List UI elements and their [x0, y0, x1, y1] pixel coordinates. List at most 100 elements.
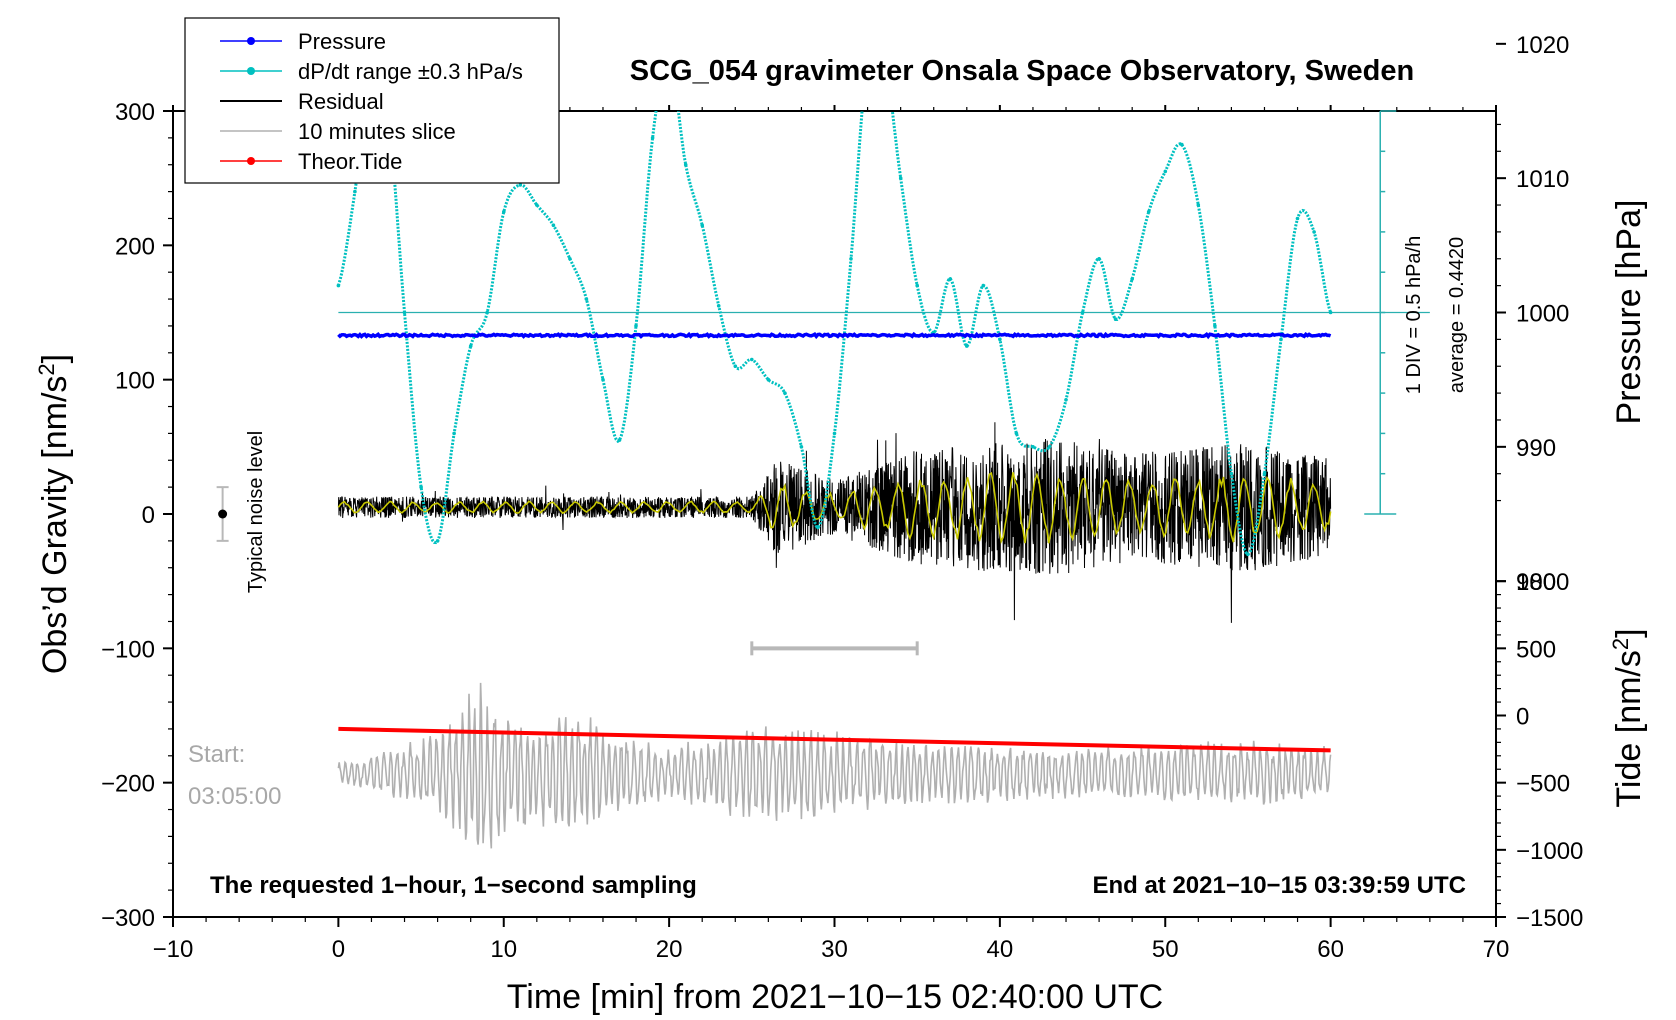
- dpdt-point: [634, 324, 638, 328]
- legend: Pressure dP/dt range ±0.3 hPa/s Residual 10…: [184, 17, 560, 184]
- dpdt-scale-bar: [338, 110, 1430, 515]
- dpdt-point: [1080, 310, 1085, 315]
- dpdt-point: [336, 283, 341, 288]
- dpdt-point: [965, 344, 969, 348]
- dpdt-point: [568, 257, 572, 261]
- dpdt-point: [617, 438, 622, 442]
- slice-line: [337, 682, 1332, 849]
- legend-label: Residual: [298, 89, 384, 114]
- x-tick-label: 10: [490, 936, 517, 963]
- dpdt-point: [981, 283, 986, 288]
- dpdt-point: [601, 377, 605, 382]
- y-tick-label: 300: [115, 99, 155, 126]
- tide-axis-label-base: Tide [nm/s: [1610, 650, 1648, 807]
- dpdt-point: [402, 310, 407, 315]
- bottom-left-note: The requested 1−hour, 1−second sampling: [210, 872, 697, 899]
- x-tick-label: 30: [821, 936, 848, 963]
- dpdt-point: [485, 310, 490, 315]
- start-time-label: 03:05:00: [188, 783, 281, 810]
- annotations-layer: [216, 486, 919, 656]
- dpdt-point: [733, 364, 738, 369]
- legend-label: Theor.Tide: [298, 149, 402, 174]
- pressure-axis-label: Pressure [hPa]: [1610, 200, 1648, 425]
- dpdt-point: [1146, 210, 1151, 214]
- y-axis-label-base: Obs’d Gravity [nm/s: [36, 376, 74, 675]
- tide-tick-label: 1000: [1516, 569, 1569, 596]
- legend-marker: [247, 67, 255, 75]
- noise-dot: [218, 509, 228, 519]
- y-axis-tide: 1000 500 0 −500 −1000 −1500: [1496, 569, 1583, 932]
- dpdt-point: [1213, 324, 1217, 328]
- tide-tick-label: 500: [1516, 636, 1556, 663]
- tide-axis-label-end: ]: [1610, 628, 1648, 637]
- x-axis: −10 0 10 20 30 40 50 60 70: [153, 105, 1510, 963]
- dpdt-point: [1130, 277, 1134, 281]
- tide-axis-label: Tide [nm/s2]: [1608, 628, 1648, 807]
- dpdt-point: [948, 277, 953, 281]
- y-axis-pressure: 1020 1010 1000 990 980: [1496, 32, 1569, 596]
- chart-title: SCG_054 gravimeter Onsala Space Observat…: [630, 55, 1414, 87]
- dpdt-point: [1180, 142, 1184, 147]
- dpdt-point: [799, 445, 804, 449]
- x-tick-label: 0: [332, 936, 345, 963]
- dpdt-point: [419, 485, 423, 489]
- y-tick-label: −300: [101, 905, 155, 932]
- dpdt-point: [1163, 169, 1168, 174]
- tide-tick-label: −1500: [1516, 905, 1583, 932]
- dpdt-point: [452, 431, 456, 436]
- dpdt-point: [1312, 230, 1316, 234]
- dpdt-point: [783, 391, 787, 395]
- dpdt-series: [336, 111, 1333, 557]
- dpdt-point: [1064, 398, 1068, 402]
- y-axis-label: Obs’d Gravity [nm/s2]: [34, 354, 74, 674]
- dpdt-point: [468, 344, 473, 348]
- legend-marker: [247, 157, 255, 165]
- pressure-tick-label: 1020: [1516, 32, 1569, 59]
- dpdt-point: [1246, 552, 1250, 557]
- bottom-right-note: End at 2021−10−15 03:39:59 UTC: [1092, 872, 1466, 899]
- dpdt-point: [650, 136, 655, 140]
- legend-label: 10 minutes slice: [298, 119, 456, 144]
- x-tick-label: 70: [1483, 936, 1510, 963]
- dpdt-point: [1014, 431, 1019, 436]
- dpdt-point: [766, 377, 771, 382]
- pressure-tick-label: 1000: [1516, 301, 1569, 328]
- dpdt-point: [849, 257, 853, 261]
- tide-axis-label-sup: 2: [1608, 638, 1633, 650]
- noise-label: Typical noise level: [245, 431, 267, 593]
- x-axis-label: Time [min] from 2021−10−15 02:40:00 UTC: [507, 978, 1163, 1016]
- legend-label: Pressure: [298, 29, 386, 54]
- legend-marker: [247, 37, 255, 45]
- pressure-line: [337, 331, 1332, 340]
- y-tick-label: 0: [142, 502, 155, 529]
- dpdt-point: [683, 162, 688, 167]
- y-axis-label-end: ]: [36, 354, 74, 363]
- dpdt-point: [716, 304, 721, 308]
- y-axis-left: 300 200 100 0 −100 −200 −300: [101, 99, 173, 932]
- pressure-tick-label: 980: [1516, 569, 1556, 596]
- y-axis-label-sup: 2: [34, 363, 59, 375]
- dpdt-point: [1262, 471, 1267, 476]
- dpdt-average-label: average = 0.4420: [1446, 237, 1468, 393]
- dpdt-point: [898, 176, 903, 180]
- dpdt-point: [353, 189, 357, 194]
- dpdt-point: [1113, 317, 1118, 322]
- dpdt-point: [1047, 445, 1052, 449]
- dpdt-point: [1328, 310, 1333, 315]
- y-tick-label: 200: [115, 233, 155, 260]
- tide-line: [338, 726, 1331, 753]
- tide-tick-label: −500: [1516, 771, 1570, 798]
- residual-line: [337, 422, 1332, 623]
- dpdt-point: [502, 210, 506, 214]
- x-tick-label: 40: [987, 936, 1014, 963]
- y-tick-label: −200: [101, 771, 155, 798]
- dpdt-point: [551, 223, 556, 227]
- dpdt-point: [1279, 337, 1283, 342]
- dpdt-point: [584, 297, 589, 301]
- x-tick-label: 50: [1152, 936, 1179, 963]
- dpdt-point: [700, 223, 704, 227]
- dpdt-point: [1295, 216, 1300, 221]
- dpdt-point: [435, 539, 440, 543]
- dpdt-point: [1229, 471, 1234, 476]
- x-tick-label: −10: [153, 936, 194, 963]
